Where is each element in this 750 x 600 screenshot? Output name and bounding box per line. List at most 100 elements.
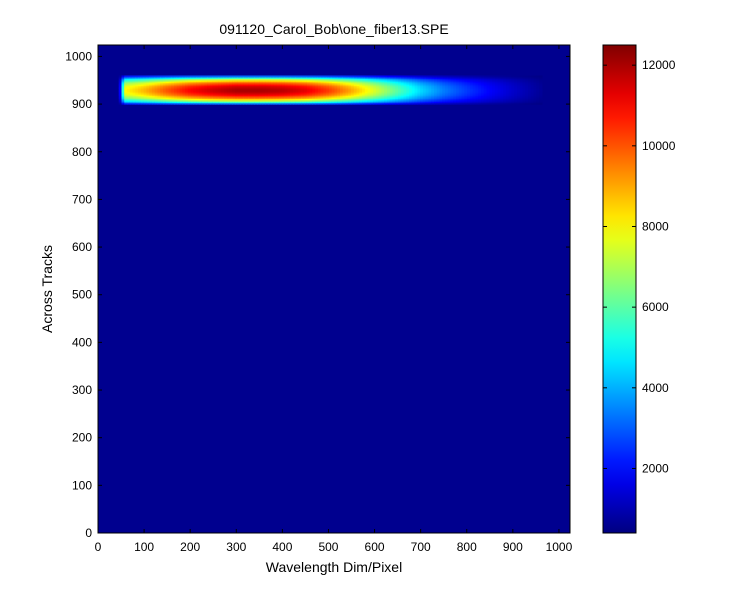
heat-cell (442, 98, 446, 101)
heat-cell (494, 85, 499, 88)
heat-cell (414, 86, 419, 89)
heat-cell (304, 98, 308, 101)
heat-cell (528, 94, 532, 97)
heat-cell (240, 91, 244, 94)
heat-cell (207, 78, 211, 81)
heat-cell (375, 89, 380, 92)
heat-cell (165, 102, 170, 105)
heat-cell (298, 82, 302, 85)
heat-cell (309, 75, 313, 78)
heat-cell (270, 79, 275, 82)
heat-cell (420, 81, 424, 84)
heat-cell (503, 101, 507, 104)
heat-cell (442, 95, 446, 98)
heat-cell (262, 95, 266, 98)
heat-cell (309, 79, 313, 82)
heat-cell (223, 94, 228, 97)
heat-cell (317, 79, 322, 82)
heat-cell (431, 82, 435, 85)
heat-cell (243, 85, 247, 88)
heat-cell (384, 79, 388, 82)
heat-cell (530, 94, 535, 97)
heat-cell (478, 79, 482, 82)
heat-cell (168, 81, 172, 84)
heat-cell (201, 78, 206, 81)
heat-cell (198, 89, 203, 92)
heat-cell (439, 81, 443, 84)
heat-cell (129, 79, 134, 82)
heat-cell (146, 99, 150, 102)
heat-cell (245, 76, 250, 79)
heat-cell (290, 81, 294, 84)
heat-cell (406, 92, 410, 95)
heat-cell (359, 81, 363, 84)
heat-cell (326, 84, 330, 87)
heat-cell (132, 79, 136, 82)
heat-cell (483, 95, 488, 98)
heat-cell (262, 92, 266, 95)
x-tick-label: 500 (318, 540, 338, 554)
heat-cell (287, 99, 291, 102)
heat-cell (124, 75, 128, 78)
heat-cell (458, 92, 463, 95)
heat-cell (127, 86, 131, 89)
heat-cell (516, 76, 521, 79)
heat-cell (301, 85, 305, 88)
heat-cell (259, 96, 264, 99)
heat-cell (270, 101, 275, 104)
heat-cell (270, 102, 275, 105)
heat-cell (392, 82, 396, 85)
heat-cell (292, 86, 297, 89)
heat-cell (165, 82, 170, 85)
heat-cell (516, 98, 521, 101)
heat-cell (204, 102, 208, 105)
heat-cell (445, 89, 449, 92)
heat-cell (392, 81, 396, 84)
heat-cell (411, 102, 416, 105)
heat-cell (536, 85, 540, 88)
heat-cell (387, 99, 391, 102)
heat-cell (500, 76, 504, 79)
heat-cell (478, 102, 482, 105)
heat-cell (458, 75, 463, 78)
heat-cell (218, 95, 222, 98)
heat-cell (149, 96, 153, 99)
heat-cell (511, 102, 515, 105)
heat-cell (315, 89, 319, 92)
heat-cell (268, 98, 272, 101)
heat-cell (196, 76, 200, 79)
heat-cell (445, 95, 449, 98)
heat-cell (461, 95, 466, 98)
heat-cell (381, 98, 385, 101)
heat-cell (127, 94, 131, 97)
heat-cell (458, 89, 463, 92)
heat-cell (171, 88, 175, 91)
heat-cell (345, 95, 349, 98)
heat-cell (431, 101, 435, 104)
heat-cell (533, 98, 537, 101)
heat-cell (475, 95, 479, 98)
heat-cell (312, 92, 316, 95)
heat-cell (143, 85, 147, 88)
heat-cell (193, 79, 197, 82)
heat-cell (331, 75, 336, 78)
heat-cell (215, 91, 219, 94)
heat-cell (143, 89, 147, 92)
heat-cell (392, 76, 396, 79)
heat-cell (118, 98, 123, 101)
heat-cell (149, 85, 153, 88)
heat-cell (362, 92, 366, 95)
heat-cell (483, 94, 488, 97)
heat-cell (378, 94, 383, 97)
heat-cell (268, 91, 272, 94)
heat-cell (478, 75, 482, 78)
heat-cell (210, 85, 214, 88)
heat-cell (193, 94, 197, 97)
heat-cell (489, 75, 493, 78)
heat-cell (273, 91, 277, 94)
heat-cell (270, 82, 275, 85)
heat-cell (353, 96, 358, 99)
heat-cell (434, 81, 438, 84)
heat-cell (326, 102, 330, 105)
heat-cell (505, 91, 510, 94)
